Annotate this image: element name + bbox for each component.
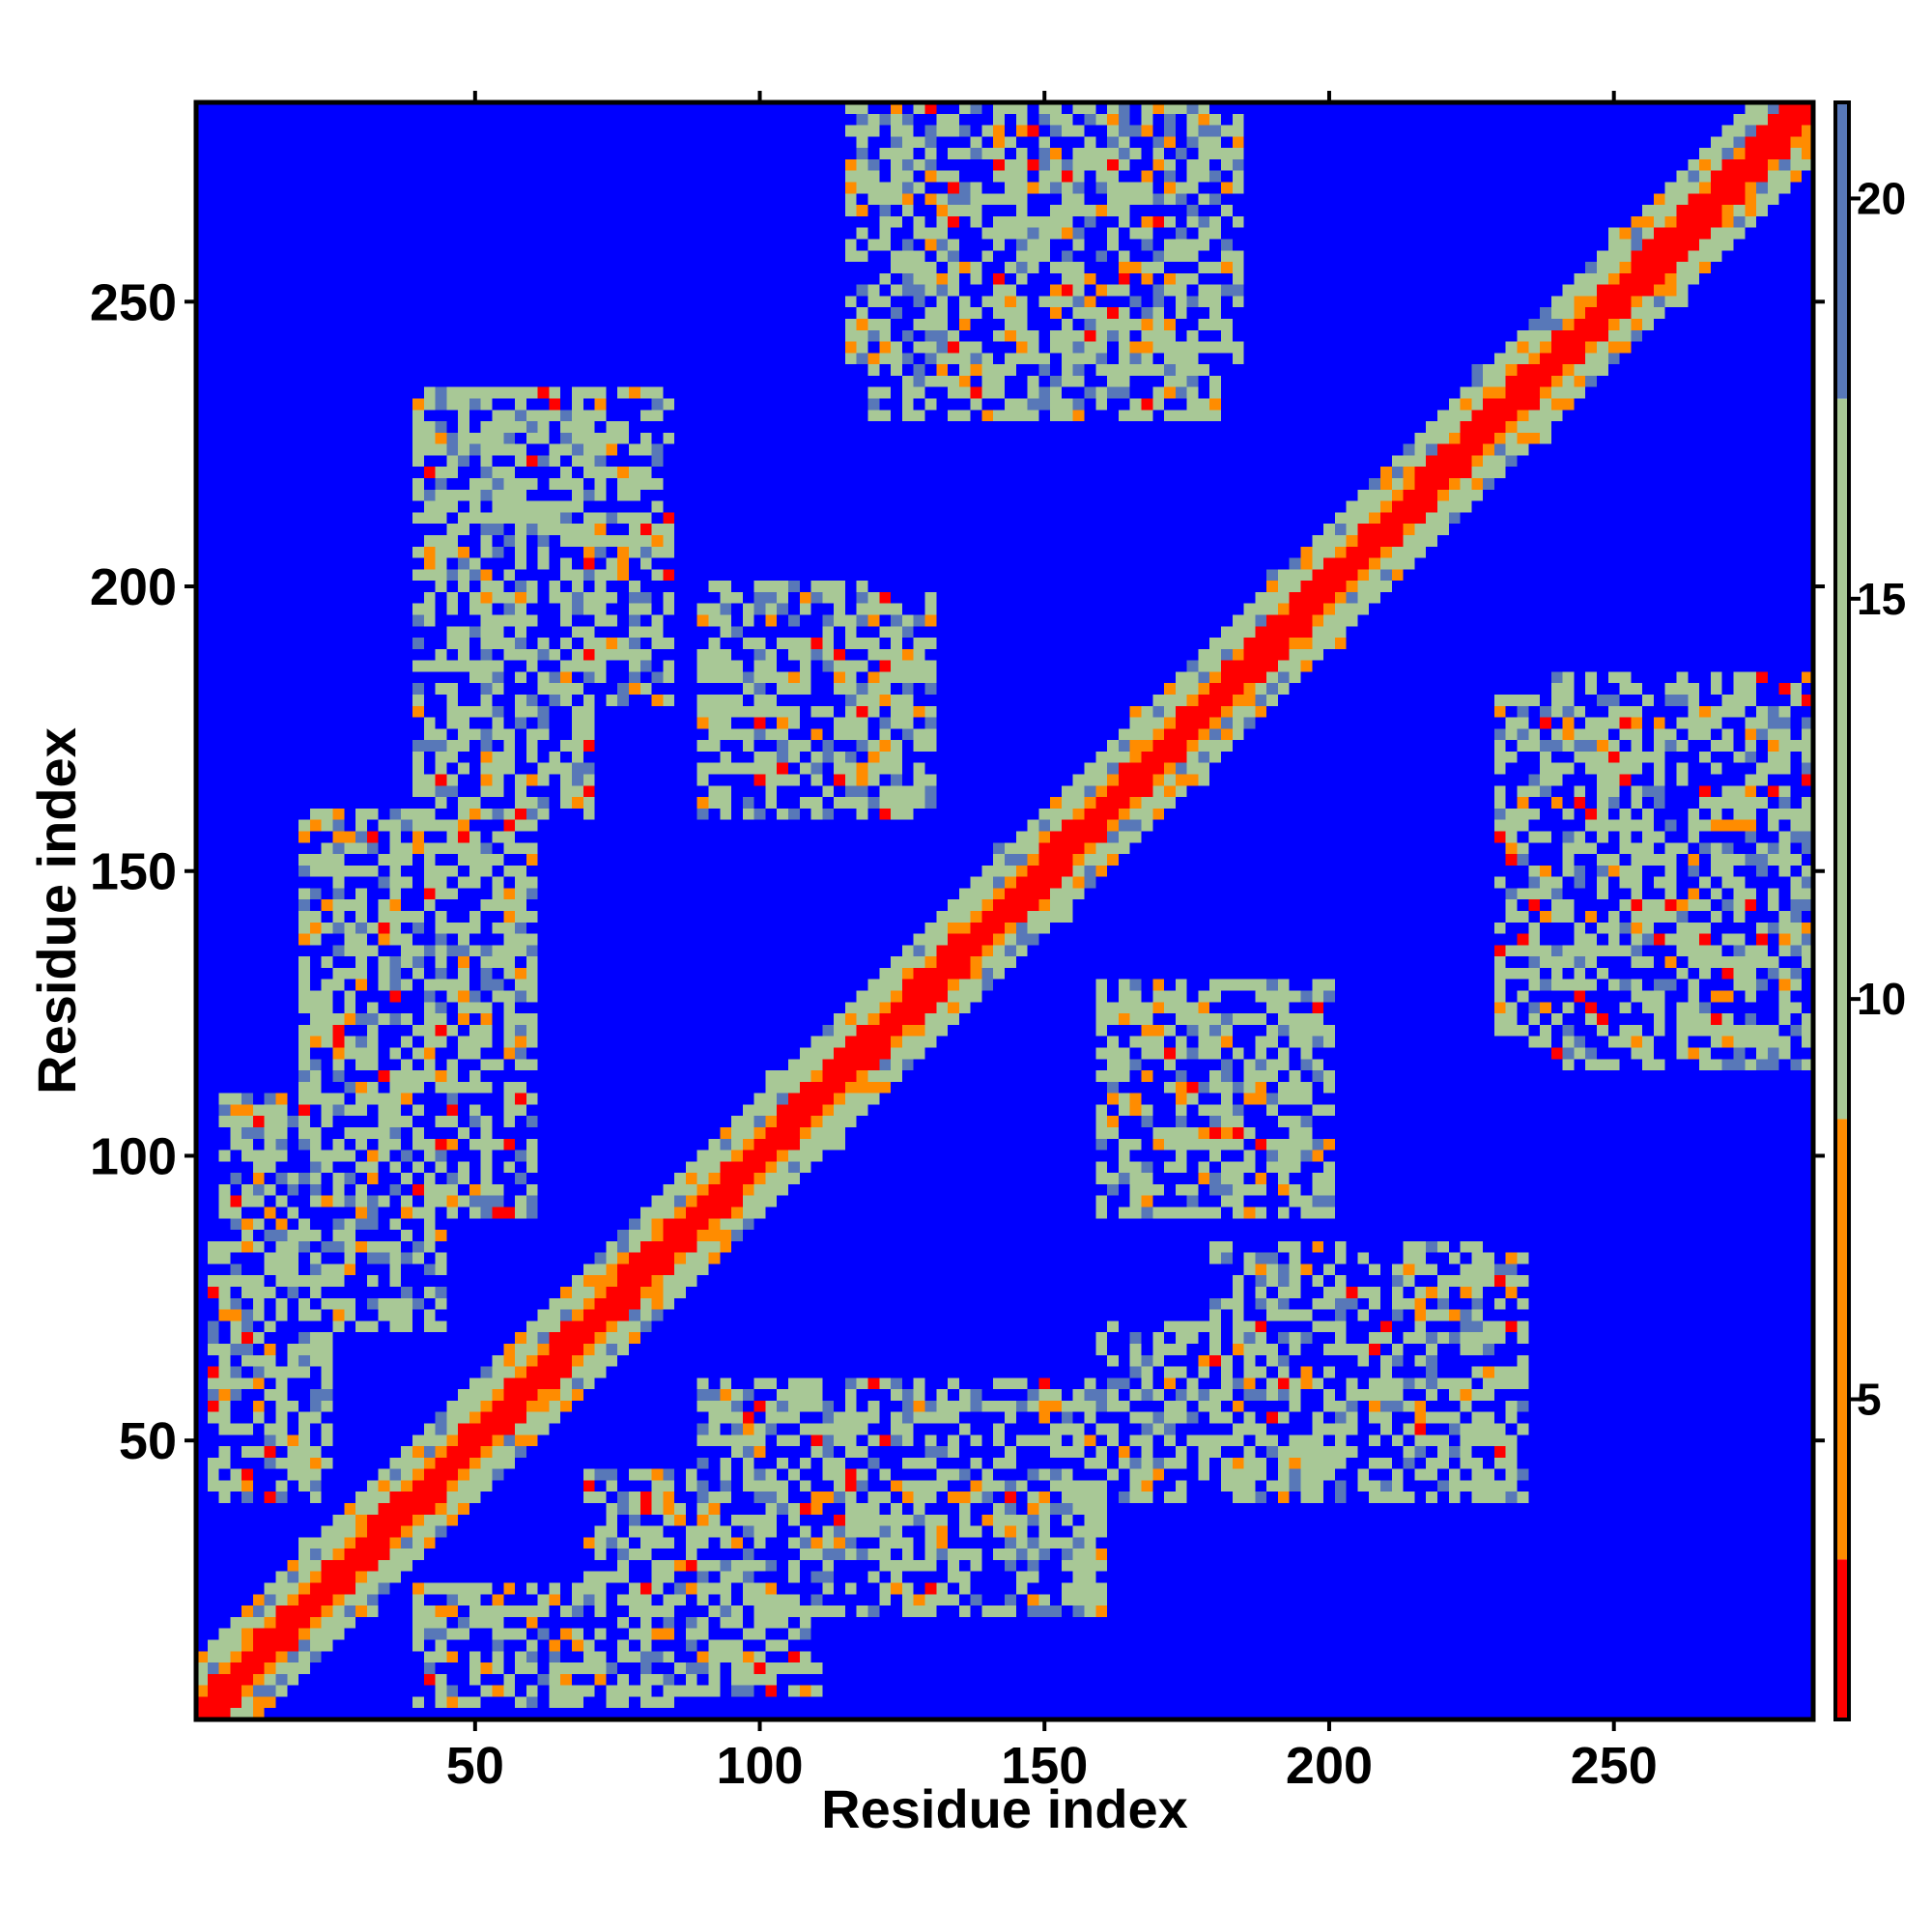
- x-axis-label: Residue index: [821, 1778, 1188, 1839]
- colorbar-band: [1835, 1119, 1849, 1560]
- y-tick-label: 200: [90, 558, 177, 616]
- y-tick-label: 50: [119, 1412, 177, 1470]
- x-axis-ticks: 50 100 150 200 250: [446, 91, 1658, 1795]
- y-axis-ticks: 50 100 150 200 250: [90, 273, 1825, 1470]
- y-axis-label: Residue index: [26, 727, 87, 1094]
- x-tick-label: 100: [716, 1737, 803, 1795]
- y-tick-label: 100: [90, 1127, 177, 1185]
- colorbar-tick-label: 10: [1857, 974, 1906, 1024]
- x-tick-label: 250: [1571, 1737, 1658, 1795]
- colorbar-tick-label: 5: [1857, 1375, 1882, 1425]
- colorbar-band: [1835, 102, 1849, 399]
- colorbar: [1833, 100, 1851, 1721]
- x-tick-label: 200: [1286, 1737, 1373, 1795]
- x-tick-label: 50: [446, 1737, 504, 1795]
- colorbar-tick-label: 15: [1857, 574, 1906, 624]
- colorbar-ticks: 5 10 15 20: [1849, 173, 1906, 1425]
- y-tick-label: 150: [90, 843, 177, 901]
- colorbar-band: [1835, 398, 1849, 1120]
- x-tick-label: 150: [1001, 1737, 1088, 1795]
- y-tick-label: 250: [90, 273, 177, 331]
- colorbar-tick-label: 20: [1857, 173, 1906, 223]
- heatmap-cells: [196, 102, 1813, 1719]
- colorbar-frame: [1833, 100, 1851, 1721]
- plot-frame: [193, 99, 1816, 1722]
- colorbar-band: [1835, 1559, 1849, 1719]
- heatmap-image: [196, 102, 1813, 1719]
